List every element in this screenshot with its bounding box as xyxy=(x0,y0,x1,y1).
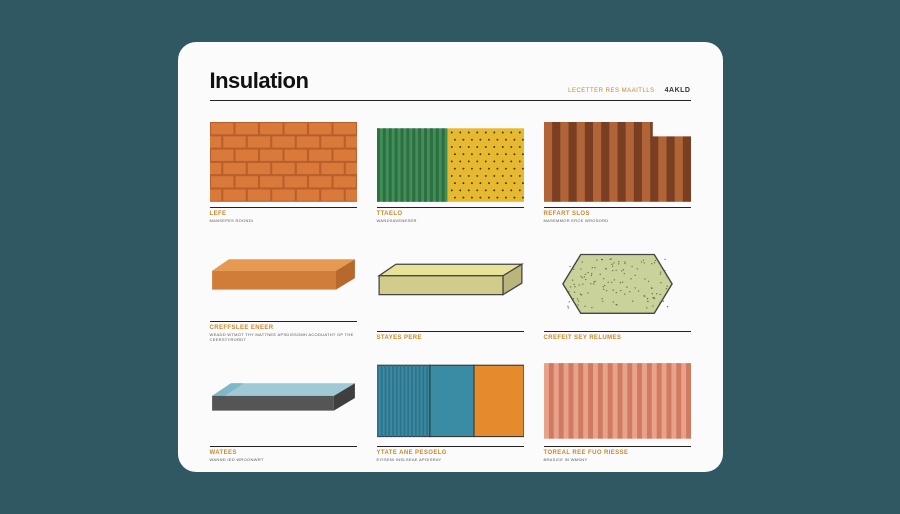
material-swatch xyxy=(377,237,524,332)
swatch-label: STAYES PERE xyxy=(377,335,524,341)
swatch-label: TTAELO xyxy=(377,211,524,217)
header-subtitle: LECETTER RES MAAITLLS xyxy=(568,88,655,94)
swatch-meta: TTAELOWANDSAVENESER xyxy=(377,207,524,223)
swatch-label: CREFEIT SEY RELUMES xyxy=(544,335,691,341)
material-swatch xyxy=(377,117,524,207)
swatch-cell: REFART SLOSMASEMMOR ERCE WROSORD xyxy=(544,117,691,223)
swatch-cell: TTAELOWANDSAVENESER xyxy=(377,117,524,223)
swatch-label: CREFFSLEE ENEER xyxy=(210,325,357,331)
page-title: Insulation xyxy=(210,68,309,94)
swatch-cell: STAYES PERE xyxy=(377,237,524,343)
swatch-sublabel: BRASICE IN WMSNY xyxy=(544,457,691,462)
swatch-cell: LEFEMANSEPES ROONDI xyxy=(210,117,357,223)
swatch-label: YTATE ANE PESOELG xyxy=(377,450,524,456)
swatch-cell: WATEESWANND IED WROONWRT xyxy=(210,356,357,462)
swatch-meta: CREFFSLEE ENEERWEADD WTMOT THY MATTNEE A… xyxy=(210,321,357,342)
insulation-card: Insulation LECETTER RES MAAITLLS 4AKLD L… xyxy=(178,42,723,472)
material-swatch xyxy=(210,356,357,446)
swatch-label: WATEES xyxy=(210,450,357,456)
swatch-meta: TOREAL REE FUO RIESSEBRASICE IN WMSNY xyxy=(544,446,691,462)
swatch-cell: TOREAL REE FUO RIESSEBRASICE IN WMSNY xyxy=(544,356,691,462)
material-swatch xyxy=(544,356,691,446)
swatch-sublabel: WANDSAVENESER xyxy=(377,218,524,223)
swatch-meta: LEFEMANSEPES ROONDI xyxy=(210,207,357,223)
swatch-meta: STAYES PERE xyxy=(377,331,524,342)
material-swatch xyxy=(210,237,357,322)
swatch-meta: WATEESWANND IED WROONWRT xyxy=(210,446,357,462)
header-code: 4AKLD xyxy=(665,87,691,94)
swatch-sublabel: WEADD WTMOT THY MATTNEE APSDISSOMH ACODU… xyxy=(210,332,357,342)
material-swatch xyxy=(544,237,691,332)
material-swatch xyxy=(210,117,357,207)
swatch-meta: CREFEIT SEY RELUMES xyxy=(544,331,691,342)
swatch-sublabel: MASEMMOR ERCE WROSORD xyxy=(544,218,691,223)
swatch-meta: REFART SLOSMASEMMOR ERCE WROSORD xyxy=(544,207,691,223)
swatch-label: LEFE xyxy=(210,211,357,217)
swatch-label: REFART SLOS xyxy=(544,211,691,217)
swatch-sublabel: MANSEPES ROONDI xyxy=(210,218,357,223)
swatch-meta: YTATE ANE PESOELGEYISENI INSLSEAE APOISR… xyxy=(377,446,524,462)
swatch-grid: LEFEMANSEPES ROONDI TTAELOWANDSAVENESER RE… xyxy=(210,117,691,462)
swatch-cell: CREFEIT SEY RELUMES xyxy=(544,237,691,343)
header-row: Insulation LECETTER RES MAAITLLS 4AKLD xyxy=(210,68,691,101)
swatch-cell: YTATE ANE PESOELGEYISENI INSLSEAE APOISR… xyxy=(377,356,524,462)
material-swatch xyxy=(377,356,524,446)
swatch-sublabel: EYISENI INSLSEAE APOISRAY xyxy=(377,457,524,462)
swatch-cell: CREFFSLEE ENEERWEADD WTMOT THY MATTNEE A… xyxy=(210,237,357,343)
swatch-label: TOREAL REE FUO RIESSE xyxy=(544,450,691,456)
header-right: LECETTER RES MAAITLLS 4AKLD xyxy=(568,87,690,94)
material-swatch xyxy=(544,117,691,207)
swatch-sublabel: WANND IED WROONWRT xyxy=(210,457,357,462)
